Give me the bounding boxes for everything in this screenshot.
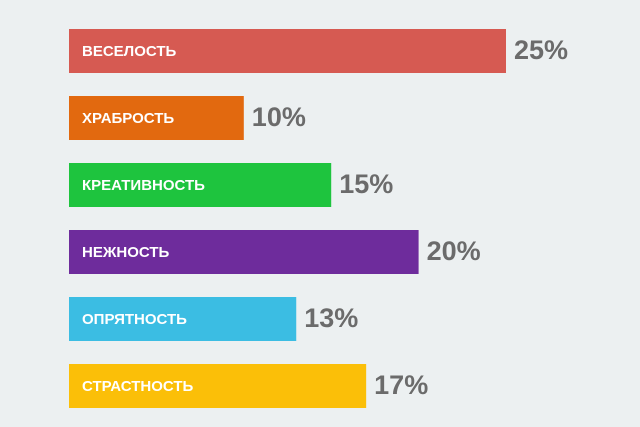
bar (69, 230, 419, 274)
category-label: ХРАБРОСТЬ (82, 110, 174, 127)
category-label: НЕЖНОСТЬ (82, 244, 170, 261)
bar (69, 163, 332, 207)
value-label: 13% (304, 303, 358, 333)
value-label: 15% (339, 169, 393, 199)
category-label: ОПРЯТНОСТЬ (82, 311, 187, 328)
value-label: 17% (374, 370, 428, 400)
category-label: СТРАСТНОСТЬ (82, 378, 194, 395)
category-label: КРЕАТИВНОСТЬ (82, 177, 205, 194)
bar (69, 96, 244, 140)
value-label: 20% (427, 236, 481, 266)
value-label: 10% (252, 102, 306, 132)
bar (69, 297, 297, 341)
bar (69, 29, 506, 73)
bar (69, 364, 367, 408)
category-label: ВЕСЕЛОСТЬ (82, 43, 176, 60)
value-label: 25% (514, 35, 568, 65)
